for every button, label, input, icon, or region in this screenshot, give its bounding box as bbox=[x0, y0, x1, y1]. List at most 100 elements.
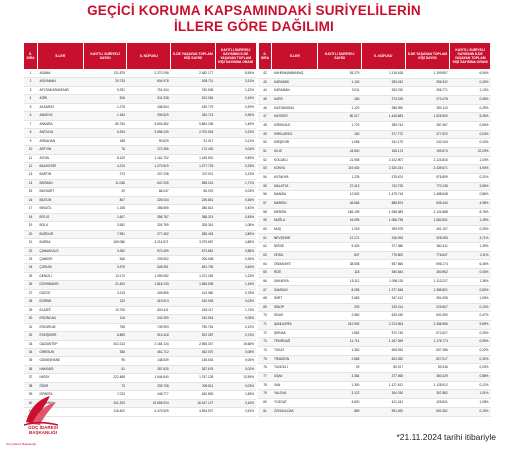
cell-kayitli: 11.714 bbox=[317, 337, 362, 347]
cell-il: EDİRNE bbox=[37, 297, 84, 307]
cell-nufus: 1.127.612 bbox=[361, 381, 406, 391]
cell-nufus: 749.993 bbox=[126, 323, 171, 333]
cell-nufus: 15.655.924 bbox=[126, 399, 171, 409]
right-table: S. SIRA İLLER KAYITLI SURİYELİ SAYISI İL… bbox=[257, 42, 492, 417]
cell-no: 14 bbox=[23, 179, 38, 189]
cell-oran: 0,06% bbox=[215, 356, 256, 366]
cell-nufus: 277.452 bbox=[126, 230, 171, 240]
cell-no: 39 bbox=[23, 390, 38, 400]
cell-kayitli: 1.100 bbox=[317, 78, 362, 88]
cell-nufus: 263.760 bbox=[361, 86, 406, 96]
cell-no: 11 bbox=[23, 154, 38, 164]
left-table-header: S. SIRA İLLER KAYITLI SURİYELİ SAYISI İL… bbox=[23, 42, 257, 70]
cell-kayitli: 163 bbox=[317, 95, 362, 105]
cell-il: IĞDIR bbox=[37, 382, 84, 392]
cell-toplam: 380.429 bbox=[405, 372, 450, 382]
cell-nufus: 388.990 bbox=[361, 104, 406, 114]
cell-toplam: 285.443 bbox=[170, 230, 216, 240]
cell-toplam: 5.884.236 bbox=[170, 120, 216, 130]
cell-oran: 0,11% bbox=[449, 251, 491, 261]
cell-oran: 0,10% bbox=[215, 323, 256, 333]
cell-nufus: 377.772 bbox=[361, 130, 406, 140]
table-row: 67 SAMSUN 8.255 1.377.546 1.385.801 0,60% bbox=[258, 285, 491, 296]
cell-toplam: 2.124.815 bbox=[405, 156, 450, 166]
cell-toplam: 3.379.657 bbox=[170, 238, 216, 248]
table-row: 71 ŞANLIURFA 242.992 2.213.964 2.456.956 9,89… bbox=[258, 320, 491, 330]
cell-il: ÇANKIRI bbox=[37, 255, 84, 265]
cell-oran: 3,71% bbox=[449, 233, 491, 244]
table-row: 4 AĞRI 816 511.238 512.054 0,16% bbox=[23, 94, 256, 104]
cell-toplam: 307.882 bbox=[405, 389, 450, 399]
cell-nufus: 2.164.134 bbox=[126, 340, 171, 349]
table-row: 22 ÇANAKKALE 3.352 570.499 573.851 0,58% bbox=[23, 247, 256, 256]
cell-il: MERSİN bbox=[271, 208, 318, 218]
cell-kayitli: 29 bbox=[83, 187, 127, 197]
cell-toplam: 1.199.897 bbox=[405, 69, 450, 79]
table-row: 74 TOKAT 1.352 605.934 607.286 0,22% bbox=[258, 346, 491, 356]
table-row: 35 GÜMÜŞHANE 95 148.539 148.634 0,06% bbox=[23, 356, 256, 366]
cell-oran: 0,03% bbox=[449, 363, 491, 373]
cell-il: KAHRAMANMARAŞ bbox=[271, 69, 318, 79]
cell-no: 12 bbox=[23, 162, 38, 172]
cell-toplam: 148.634 bbox=[170, 356, 216, 366]
table-row: 9 ARDAHAN 188 90.829 91.017 0,21% bbox=[23, 137, 256, 147]
cell-il: BİTLİS bbox=[37, 213, 84, 223]
cell-il: ADIYAMAN bbox=[37, 77, 84, 87]
cell-toplam: 625.711 bbox=[170, 77, 216, 87]
cell-oran: 2,51% bbox=[215, 407, 256, 417]
table-row: 62 NİĞDE 5.325 377.086 382.411 1,39% bbox=[258, 242, 491, 252]
cell-toplam: 615.117 bbox=[170, 306, 216, 316]
cell-oran: 15,68% bbox=[215, 340, 256, 349]
cell-toplam: 425.841 bbox=[405, 398, 450, 408]
cell-nufus: 3.214.571 bbox=[126, 238, 171, 248]
cell-oran: 0,45% bbox=[215, 213, 256, 223]
cell-toplam: 377.922 bbox=[405, 130, 450, 140]
cell-il: ÇANAKKALE bbox=[37, 247, 84, 256]
table-row: 42 KAHRAMANMARAŞ 83.279 1.116.618 1.199.897 6… bbox=[258, 69, 491, 79]
cell-no: 55 bbox=[258, 182, 272, 192]
cell-no: 64 bbox=[258, 259, 272, 270]
cell-oran: 1,03% bbox=[449, 156, 491, 166]
cell-no: 44 bbox=[258, 86, 272, 96]
cell-kayitli: 5.325 bbox=[317, 242, 362, 252]
cell-nufus: 172.356 bbox=[126, 145, 171, 155]
cell-il: KİLİS bbox=[271, 147, 318, 157]
cell-no: 66 bbox=[258, 277, 272, 287]
cell-no: 65 bbox=[258, 268, 272, 278]
cell-nufus: 647.205 bbox=[126, 179, 171, 189]
cell-nufus: 86.047 bbox=[126, 187, 171, 197]
cell-toplam: 2.566.347 bbox=[170, 340, 216, 349]
cell-kayitli: 402.213 bbox=[83, 340, 127, 349]
goc-idaresi-logo bbox=[4, 394, 74, 444]
cell-toplam: 340.713 bbox=[170, 111, 216, 121]
cell-toplam: 2.439.671 bbox=[405, 164, 450, 174]
cell-kayitli: 116 bbox=[83, 314, 127, 324]
cell-oran: 0,29% bbox=[449, 104, 491, 114]
cell-toplam: 1.385.801 bbox=[405, 285, 450, 296]
cell-oran: 1,08% bbox=[449, 398, 491, 408]
cell-nufus: 438.504 bbox=[126, 103, 171, 113]
cell-nufus: 2.102.907 bbox=[361, 156, 406, 166]
cell-oran: 0,36% bbox=[215, 196, 256, 206]
tables-container: S. SIRA İLLER KAYITLI SURİYELİ SAYISI İL… bbox=[23, 42, 491, 417]
cell-kayitli: 3.683 bbox=[317, 294, 362, 304]
cell-il: DİYARBAKIR bbox=[37, 280, 84, 290]
cell-nufus: 1.116.618 bbox=[361, 69, 406, 79]
cell-nufus: 1.066.736 bbox=[361, 216, 406, 226]
cell-toplam: 242.244 bbox=[405, 138, 450, 148]
cell-nufus: 316.094 bbox=[361, 233, 406, 244]
table-row: 1 ADANA 211.879 2.270.298 2.482.177 8,54% bbox=[23, 69, 256, 79]
cell-toplam: 226.841 bbox=[170, 196, 216, 206]
table-row: 37 HATAY 222.488 1.544.640 1.767.128 12,59% bbox=[23, 373, 256, 383]
cell-il: KIRŞEHİR bbox=[271, 138, 318, 148]
table-row: 80 YOZGAT 4.600 421.241 425.841 1,08% bbox=[258, 398, 491, 408]
table-row: 70 SİVAS 2.960 629.430 632.390 0,47% bbox=[258, 311, 491, 322]
cell-nufus: 356.767 bbox=[126, 213, 171, 223]
cell-no: 5 bbox=[23, 103, 38, 113]
cell-kayitli: 3.215 bbox=[83, 289, 127, 299]
cell-no: 3 bbox=[23, 86, 38, 96]
cell-nufus: 461.712 bbox=[126, 348, 171, 358]
cell-nufus: 2.696.249 bbox=[126, 128, 171, 138]
cell-oran: 0,12% bbox=[449, 381, 491, 391]
cell-oran: 0,58% bbox=[215, 247, 256, 256]
